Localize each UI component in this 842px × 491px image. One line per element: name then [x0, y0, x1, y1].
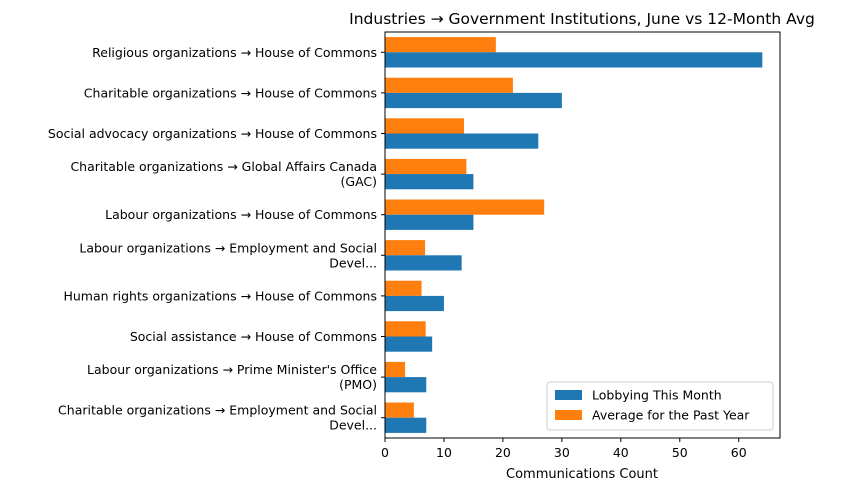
y-tick-label: Labour organizations → Employment and So… — [79, 240, 377, 255]
bar-lobbying-this-month — [385, 255, 462, 271]
y-tick-label: Social advocacy organizations → House of… — [48, 126, 377, 141]
bar-average-past-year — [385, 158, 467, 175]
legend-box — [546, 381, 774, 431]
x-tick-label: 0 — [381, 445, 389, 460]
bar-lobbying-this-month — [385, 174, 474, 190]
bar-lobbying-this-month — [385, 377, 427, 393]
y-tick-label: Devel... — [329, 255, 377, 270]
legend-label: Lobbying This Month — [592, 388, 722, 403]
x-tick-label: 20 — [495, 445, 511, 460]
x-tick-label: 30 — [554, 445, 570, 460]
bar-lobbying-this-month — [385, 52, 763, 68]
bars — [385, 37, 763, 433]
legend-swatch — [555, 410, 582, 420]
bar-lobbying-this-month — [385, 133, 539, 149]
y-tick-label: Human rights organizations → House of Co… — [63, 288, 377, 303]
bar-lobbying-this-month — [385, 336, 433, 352]
bar-average-past-year — [385, 361, 406, 378]
bar-lobbying-this-month — [385, 214, 474, 230]
y-tick-label: Labour organizations → Prime Minister's … — [87, 362, 377, 377]
y-tick-label: Charitable organizations → Employment an… — [58, 403, 377, 418]
bar-average-past-year — [385, 77, 513, 93]
y-tick-label: Charitable organizations → Global Affair… — [70, 159, 377, 174]
bar-lobbying-this-month — [385, 295, 444, 312]
bar-average-past-year — [385, 402, 414, 418]
legend-label: Average for the Past Year — [592, 408, 750, 423]
x-tick-label: 40 — [613, 445, 629, 460]
x-axis-label: Communications Count — [506, 467, 658, 482]
x-tick-label: 10 — [436, 445, 452, 460]
legend-swatch — [555, 390, 582, 400]
y-tick-label: Labour organizations → House of Commons — [105, 207, 377, 222]
x-tick-label: 50 — [672, 445, 688, 460]
y-tick-label: Devel... — [329, 418, 377, 433]
bar-average-past-year — [385, 37, 496, 53]
y-tick-label: Charitable organizations → House of Comm… — [84, 85, 377, 100]
legend: Lobbying This Month Average for the Past … — [546, 381, 774, 431]
y-tick-label: (GAC) — [341, 174, 378, 189]
x-tick-label: 60 — [731, 445, 747, 460]
bar-lobbying-this-month — [385, 417, 427, 433]
plot-frame — [384, 31, 781, 439]
chart-title: Industries → Government Institutions, Ju… — [349, 10, 815, 28]
y-tick-label: Social assistance → House of Commons — [130, 329, 377, 344]
bar-average-past-year — [385, 321, 426, 337]
y-axis-ticks: Religious organizations → House of Commo… — [48, 45, 385, 433]
bar-lobbying-this-month — [385, 92, 562, 109]
y-tick-label: (PMO) — [339, 377, 377, 392]
bar-average-past-year — [385, 118, 464, 134]
bar-average-past-year — [385, 240, 426, 256]
y-tick-label: Religious organizations → House of Commo… — [92, 45, 377, 60]
x-axis-ticks: 0 10 20 30 40 50 60 — [381, 438, 747, 460]
bar-average-past-year — [385, 199, 545, 215]
bar-average-past-year — [385, 280, 422, 296]
